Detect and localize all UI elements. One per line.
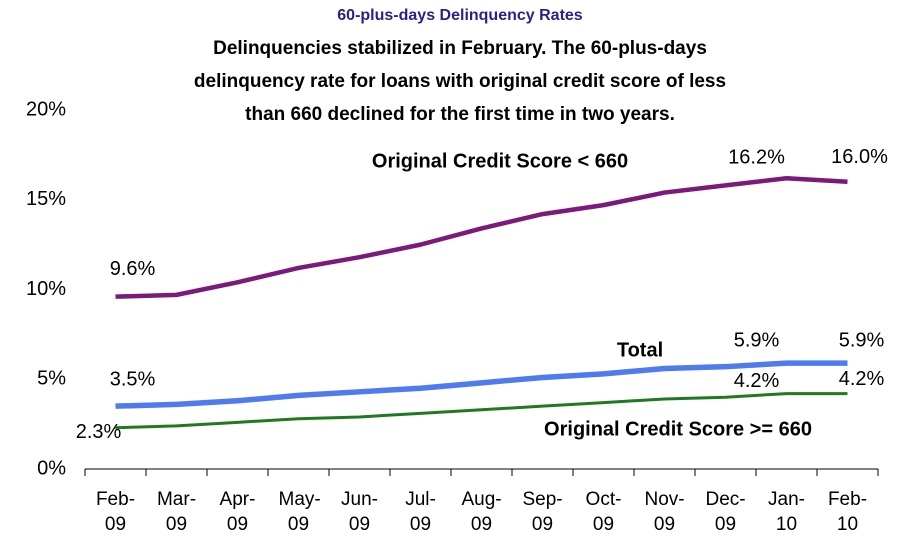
series-label: Original Credit Score < 660 — [372, 150, 628, 172]
x-tick-label: Oct-09 — [585, 489, 622, 535]
x-tick-label: Jun-09 — [341, 489, 378, 535]
data-label: 4.2% — [734, 370, 780, 392]
x-tick-label: Feb-10 — [827, 489, 868, 535]
x-tick-label: Jan-10 — [768, 489, 805, 535]
subtitle: Delinquencies stabilized in February. Th… — [213, 38, 707, 59]
subtitle: delinquency rate for loans with original… — [194, 71, 726, 92]
x-tick-label: Mar-09 — [156, 489, 197, 535]
series-label: Original Credit Score >= 660 — [544, 418, 812, 440]
x-tick-label: May-09 — [278, 489, 321, 535]
chart-title: 60-plus-days Delinquency Rates — [337, 7, 583, 24]
data-label: 2.3% — [76, 421, 122, 443]
data-label: 4.2% — [839, 368, 885, 390]
data-label: 9.6% — [110, 258, 156, 280]
data-label: 16.2% — [728, 146, 785, 168]
series-label: Total — [617, 339, 663, 361]
x-tick-label: Dec-09 — [705, 489, 746, 535]
data-label: 5.9% — [734, 329, 780, 351]
data-label: 3.5% — [110, 368, 156, 390]
x-tick-label: Jul-09 — [405, 489, 436, 535]
series-line — [115, 392, 848, 430]
x-tick-label: Aug-09 — [461, 489, 502, 535]
data-label: 5.9% — [839, 329, 885, 351]
y-tick-label: 20% — [26, 98, 66, 120]
series-line — [115, 175, 848, 299]
y-tick-label: 10% — [26, 278, 66, 300]
y-tick-label: 5% — [37, 368, 66, 390]
x-tick-label: Apr-09 — [219, 489, 256, 535]
data-label: 16.0% — [831, 146, 888, 168]
series-line — [115, 360, 848, 409]
x-tick-label: Nov-09 — [644, 489, 685, 535]
y-tick-label: 0% — [37, 457, 66, 479]
x-tick-label: Feb-09 — [95, 489, 136, 535]
x-tick-label: Sep-09 — [522, 489, 563, 535]
y-tick-label: 15% — [26, 188, 66, 210]
subtitle: than 660 declined for the first time in … — [245, 104, 675, 125]
